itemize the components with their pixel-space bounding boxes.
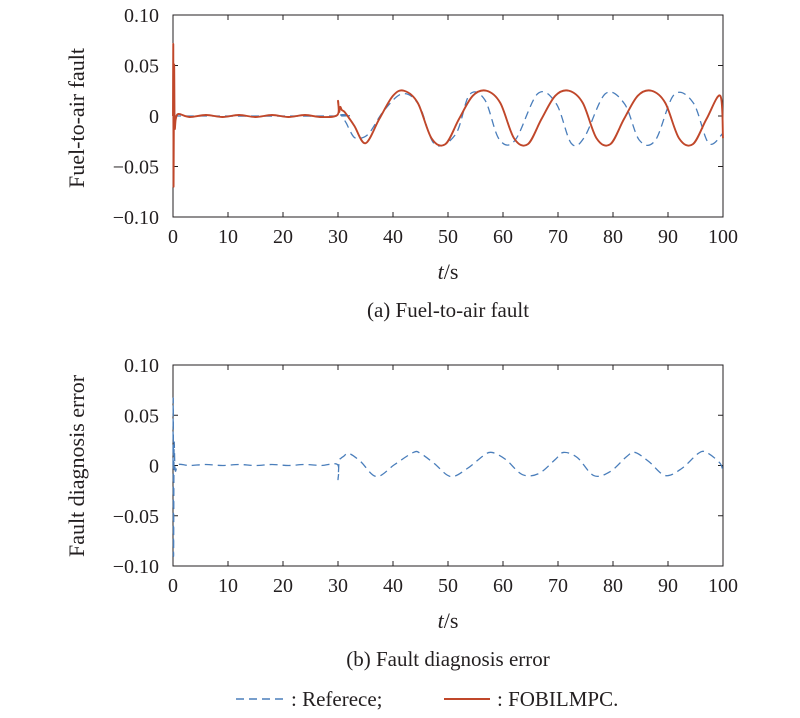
x-tick-label: 100: [708, 226, 738, 248]
x-tick-label: 100: [708, 575, 738, 597]
plot-frame-b: [172, 364, 724, 567]
legend-label-reference: : Referece;: [291, 687, 383, 711]
x-tick-label: 60: [493, 226, 513, 248]
x-tick-label: 90: [658, 575, 678, 597]
y-tick-label: −0.05: [113, 506, 159, 528]
x-tick-label: 50: [438, 575, 458, 597]
x-tick-label: 0: [168, 226, 178, 248]
series-line-referece-b: [172, 397, 724, 557]
y-tick-label: 0.05: [124, 405, 159, 427]
x-tick-label: 30: [328, 226, 348, 248]
x-tick-label: 80: [603, 226, 623, 248]
y-tick-label: 0: [149, 456, 159, 478]
chart-panel-a: 0 10 20 30 40 50 60 70 80 90 100 −0.10 −0.05 0 0.05 0.1…: [64, 5, 738, 322]
y-axis-label-a: Fuel-to-air fault: [64, 48, 89, 188]
y-tick-label: −0.10: [113, 207, 159, 229]
y-axis-label-b: Fault diagnosis error: [64, 374, 89, 557]
y-tick-label: 0: [149, 106, 159, 128]
x-tick-label: 30: [328, 575, 348, 597]
y-tick-label: −0.05: [113, 157, 159, 179]
y-tick-label: 0.10: [124, 355, 159, 377]
x-tick-label: 40: [383, 575, 403, 597]
x-tick-label: 70: [548, 575, 568, 597]
x-tick-label: 10: [218, 575, 238, 597]
x-axis-label-b: t/s: [438, 608, 459, 633]
x-tick-label: 20: [273, 226, 293, 248]
y-tick-label: −0.10: [113, 556, 159, 578]
x-tick-label: 80: [603, 575, 623, 597]
legend: : Referece; : FOBILMPC.: [236, 687, 618, 711]
panel-caption-b: (b) Fault diagnosis error: [346, 647, 550, 671]
x-tick-label: 0: [168, 575, 178, 597]
x-tick-label: 60: [493, 575, 513, 597]
x-tick-label: 20: [273, 575, 293, 597]
series-line-referece-a: [172, 91, 724, 147]
panel-caption-a: (a) Fuel-to-air fault: [367, 298, 529, 322]
chart-panel-b: 0 10 20 30 40 50 60 70 80 90 100 −0.10 −0.05 0 0.05 0.1…: [64, 355, 738, 671]
x-tick-label: 70: [548, 226, 568, 248]
series-line-fobilmpc-a: [172, 43, 724, 188]
legend-label-fobilmpc: : FOBILMPC.: [497, 687, 618, 711]
x-tick-label: 50: [438, 226, 458, 248]
x-tick-label: 40: [383, 226, 403, 248]
x-axis-label-a: t/s: [438, 259, 459, 284]
x-tick-label: 10: [218, 226, 238, 248]
y-tick-label: 0.05: [124, 56, 159, 78]
x-tick-label: 90: [658, 226, 678, 248]
y-tick-label: 0.10: [124, 5, 159, 27]
